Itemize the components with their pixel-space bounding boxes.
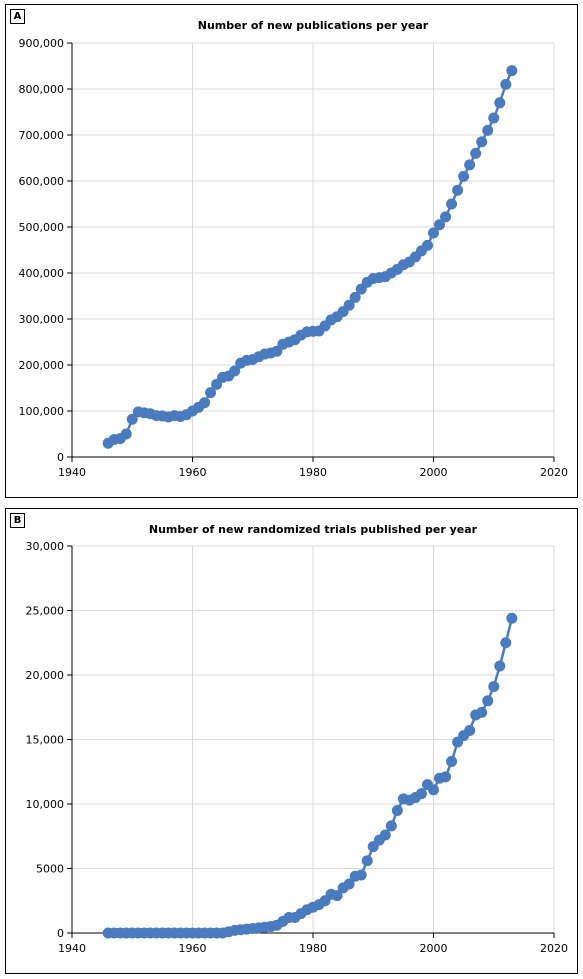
x-tick-label: 1960 <box>179 466 207 479</box>
data-point <box>446 755 458 767</box>
x-tick-label: 2020 <box>540 942 568 955</box>
data-point <box>421 239 433 251</box>
y-tick-label: 20,000 <box>26 669 65 682</box>
x-tick-label: 2000 <box>420 942 448 955</box>
x-tick-label: 1960 <box>179 942 207 955</box>
y-tick-label: 600,000 <box>19 175 65 188</box>
y-tick-label: 0 <box>57 927 64 940</box>
y-tick-label: 400,000 <box>19 267 65 280</box>
y-tick-label: 700,000 <box>19 129 65 142</box>
y-tick-label: 800,000 <box>19 83 65 96</box>
data-point <box>506 612 518 624</box>
y-tick-label: 15,000 <box>26 734 65 747</box>
data-point <box>494 97 506 109</box>
data-point <box>488 112 500 124</box>
data-point <box>120 428 132 440</box>
data-point <box>391 804 403 816</box>
chart-a-plot: Number of new publications per year 0 100,… <box>19 19 569 479</box>
chart-title: Number of new randomized trials publishe… <box>149 523 478 536</box>
y-tick-label: 200,000 <box>19 359 65 372</box>
data-point <box>482 695 494 707</box>
data-point <box>343 299 355 311</box>
data-point <box>428 227 439 239</box>
x-tick-label: 1980 <box>299 466 327 479</box>
y-tick-label: 100,000 <box>19 405 65 418</box>
data-point <box>464 159 476 171</box>
y-tick-label: 30,000 <box>26 540 65 553</box>
data-point <box>349 291 361 303</box>
series-line <box>108 617 514 935</box>
series-line <box>107 70 513 445</box>
data-point <box>385 820 397 832</box>
data-point <box>506 65 518 77</box>
y-tick-label: 900,000 <box>19 37 65 50</box>
y-tick-label: 300,000 <box>19 313 65 326</box>
data-point <box>331 890 343 902</box>
data-point <box>205 387 217 399</box>
x-tick-label: 2020 <box>540 466 568 479</box>
data-point <box>476 136 488 148</box>
data-point <box>415 788 427 800</box>
panel-label-a: A <box>10 9 25 24</box>
data-point <box>458 170 470 182</box>
data-point <box>343 878 355 890</box>
x-tick-label: 1940 <box>58 942 86 955</box>
data-point <box>355 869 367 881</box>
data-point <box>199 397 211 409</box>
data-point <box>440 771 452 783</box>
data-point <box>434 219 446 231</box>
x-tick-label: 2000 <box>420 466 448 479</box>
data-point <box>379 829 391 841</box>
data-point <box>229 365 241 377</box>
data-point <box>488 681 500 693</box>
y-tick-label: 25,000 <box>26 605 65 618</box>
data-point <box>464 724 476 736</box>
data-point <box>361 855 373 867</box>
data-point <box>482 124 494 136</box>
data-point <box>500 637 512 649</box>
y-tick-label: 0 <box>57 451 64 464</box>
x-tick-label: 1980 <box>299 942 327 955</box>
panel-label-b: B <box>10 513 25 528</box>
chart-panel-b: B Number of new randomized trials publis… <box>5 508 578 974</box>
data-point <box>440 211 452 223</box>
chart-b-plot: Number of new randomized trials publishe… <box>26 523 569 955</box>
data-point <box>470 147 482 159</box>
x-tick-label: 1940 <box>58 466 86 479</box>
data-point <box>446 198 458 210</box>
chart-title: Number of new publications per year <box>198 19 429 32</box>
y-tick-label: 5000 <box>36 863 64 876</box>
y-tick-label: 10,000 <box>26 798 65 811</box>
data-point <box>476 706 488 718</box>
y-tick-label: 500,000 <box>19 221 65 234</box>
data-point <box>452 184 464 196</box>
data-point <box>500 78 512 90</box>
chart-panel-a: A Number of new publications per year 0 10… <box>5 4 578 498</box>
data-point <box>428 784 439 796</box>
data-point <box>494 660 506 672</box>
data-point <box>126 413 138 425</box>
